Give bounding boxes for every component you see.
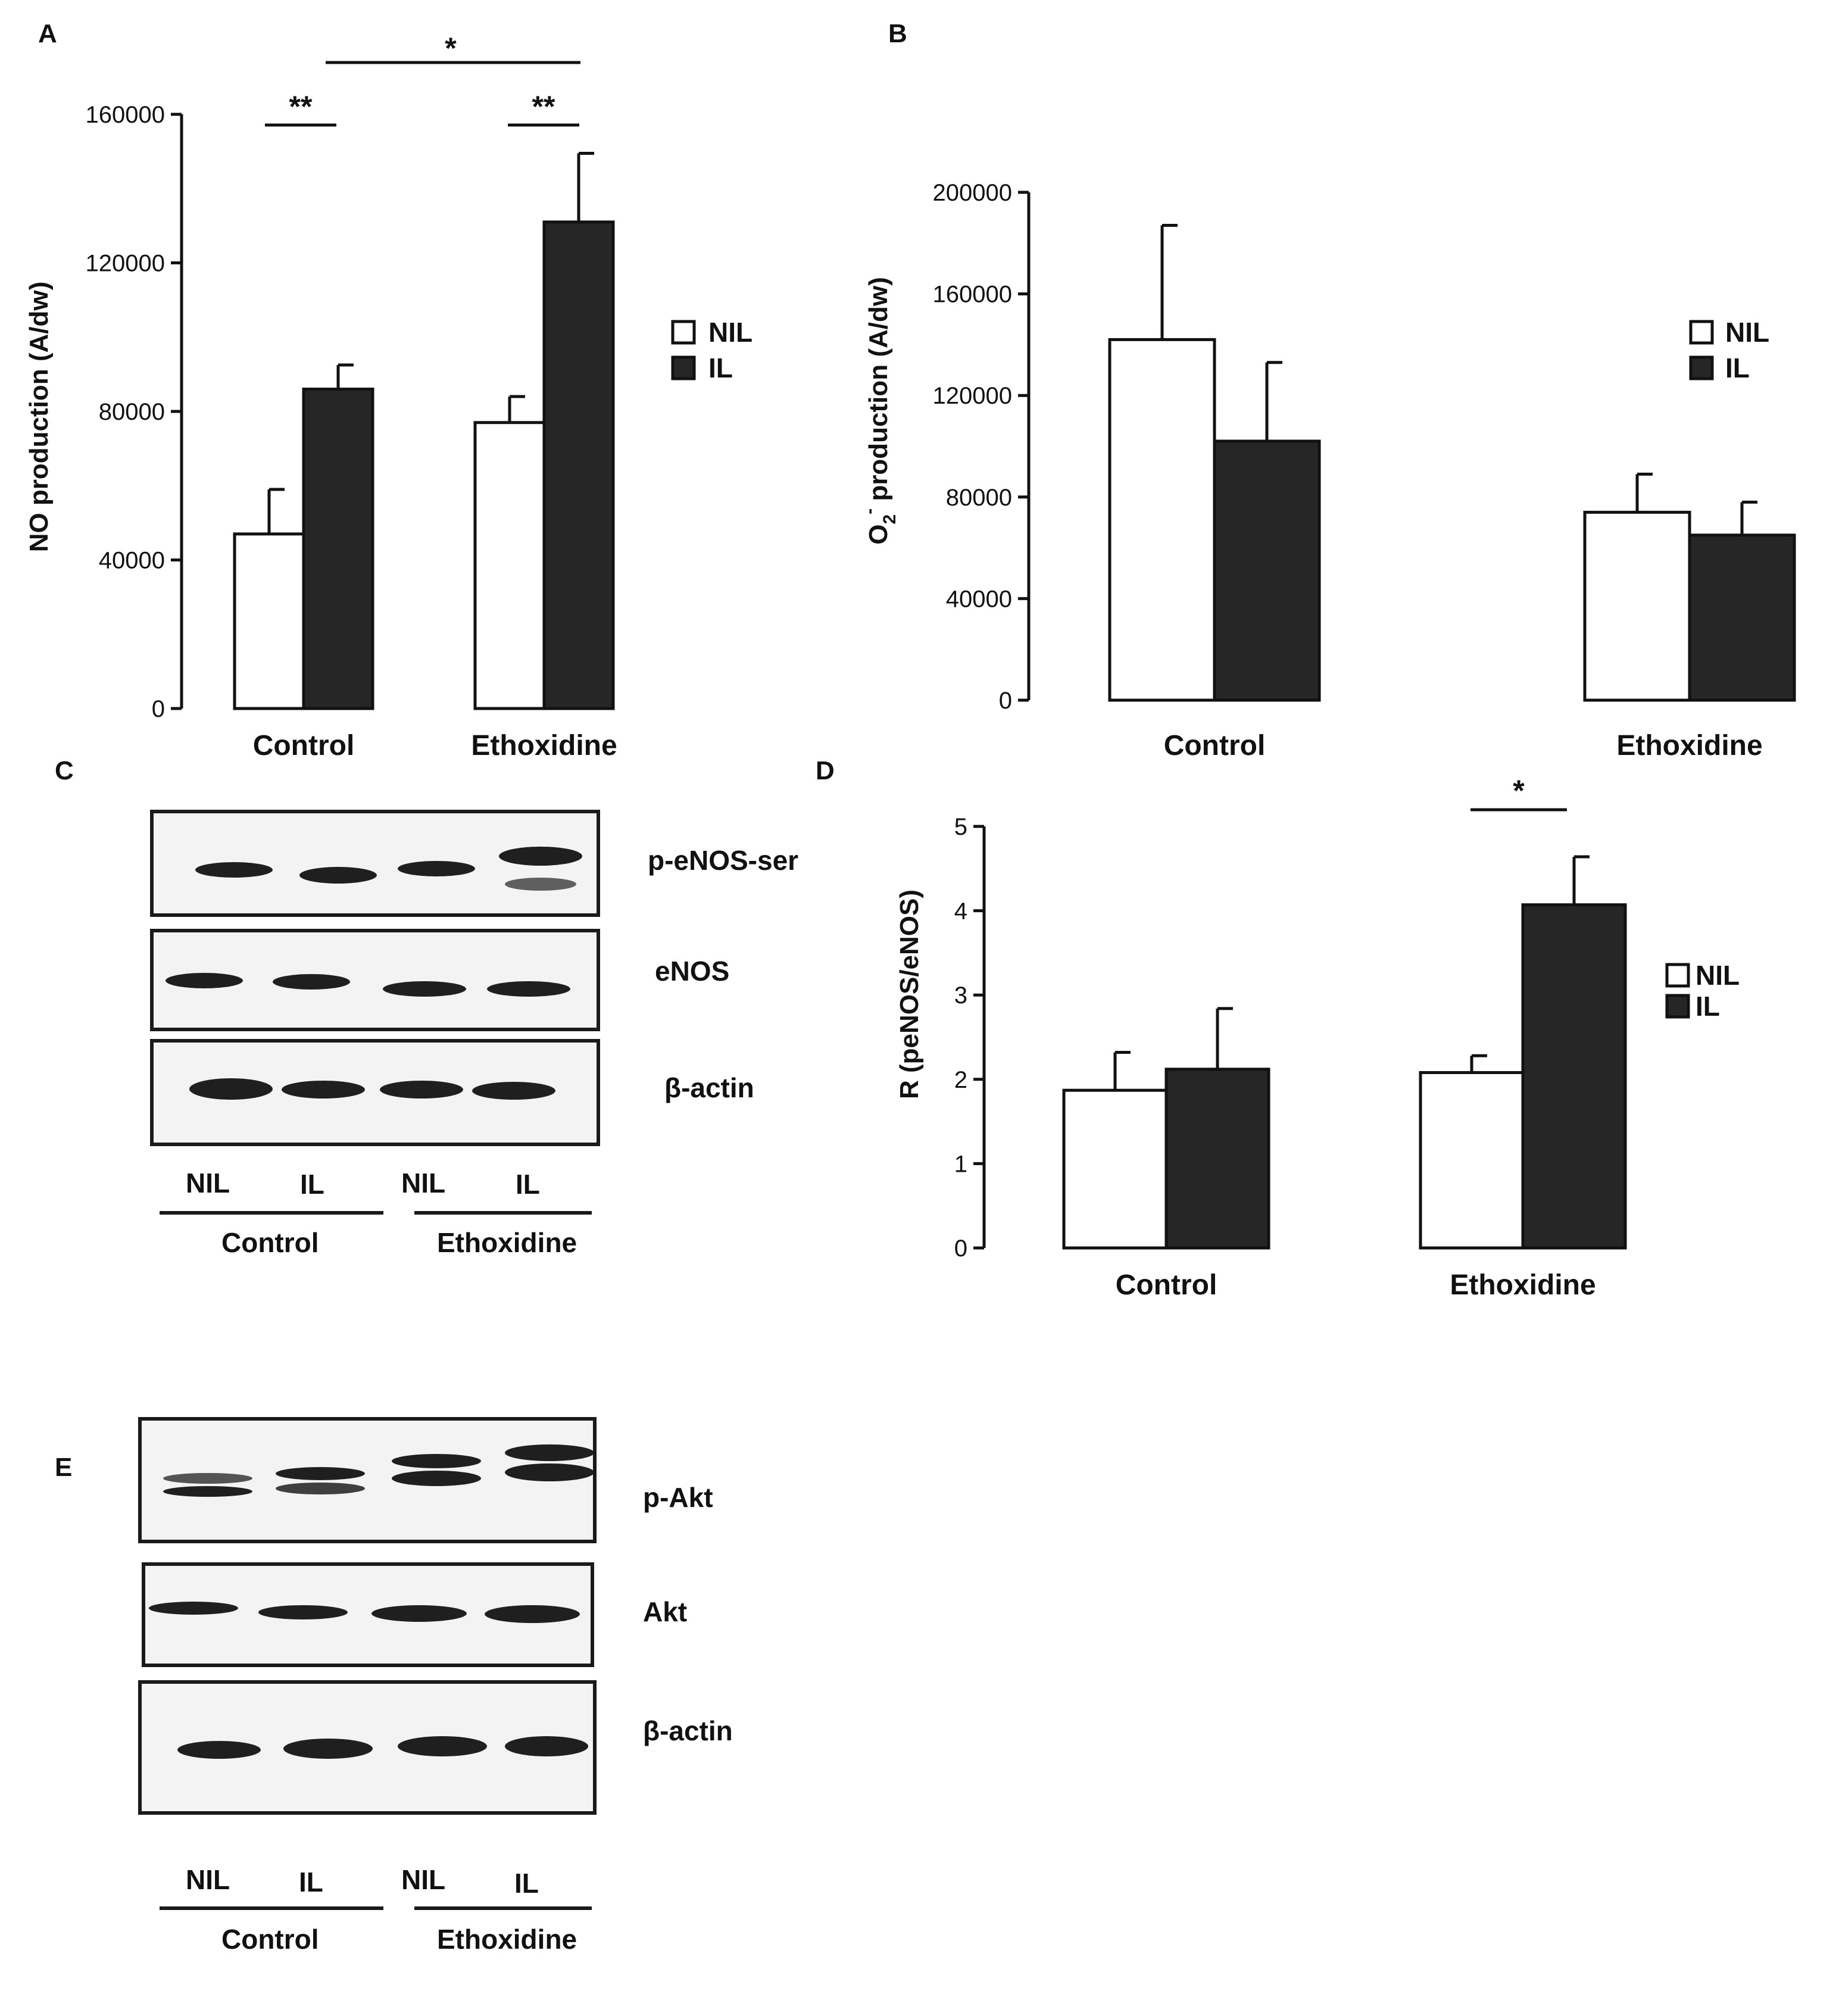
group-line-e-ethoxidine bbox=[414, 1906, 592, 1910]
y-tick-label: 80000 bbox=[99, 399, 165, 425]
bar-nil-ethoxidine bbox=[1419, 1071, 1525, 1250]
significance-a: ** ** * bbox=[265, 32, 580, 127]
group-e-control: Control bbox=[221, 1924, 319, 1955]
blot-c-label-peNOS: p-eNOS-ser bbox=[648, 845, 799, 876]
y-tick-label: 120000 bbox=[86, 251, 165, 277]
legend-d-nil-label: NIL bbox=[1696, 960, 1740, 991]
y-tick-label: 2 bbox=[954, 1067, 967, 1093]
y-tick-label: 0 bbox=[954, 1235, 967, 1262]
group-line-e-control bbox=[160, 1906, 383, 1910]
panel-letter-a: A bbox=[38, 19, 57, 48]
legend-a-il-label: IL bbox=[708, 352, 733, 383]
bar-il-ethoxidine bbox=[1521, 903, 1627, 1250]
blot-e-label-actin: β-actin bbox=[643, 1715, 733, 1746]
chart-a-no-production: 0 40000 80000 120000 160000 Control Ethoxidine… bbox=[24, 32, 753, 762]
y-tick-label: 40000 bbox=[99, 548, 165, 574]
group-c-ethoxidine: Ethoxidine bbox=[437, 1227, 577, 1258]
bar-nil-ethoxidine bbox=[1583, 510, 1691, 702]
y-tick-label: 40000 bbox=[946, 586, 1012, 612]
panel-letter-c: C bbox=[55, 756, 74, 785]
legend-a-nil-label: NIL bbox=[708, 317, 753, 348]
category-label-control: Control bbox=[253, 730, 355, 762]
sig-label-ethoxidine: ** bbox=[532, 90, 555, 123]
y-tick-label: 5 bbox=[954, 814, 967, 840]
bar-nil-ethoxidine bbox=[473, 421, 546, 710]
group-line-c-ethoxidine bbox=[414, 1211, 592, 1215]
legend-a: NIL IL bbox=[671, 317, 753, 383]
significance-d: * bbox=[1470, 774, 1567, 812]
y-tick-label: 4 bbox=[954, 898, 967, 925]
chart-d-peNOS-ratio: 0 1 2 3 4 5 Control Ethoxidine * R (peNOS/eNOS)… bbox=[895, 774, 1740, 1301]
chart-b-superoxide-production: 0 40000 80000 120000 160000 200000 Control Etho… bbox=[860, 180, 1796, 762]
bar-il-control bbox=[1164, 1068, 1270, 1250]
y-tick-label: 160000 bbox=[86, 102, 165, 128]
legend-b-il-swatch bbox=[1689, 355, 1714, 380]
blot-c-label-actin: β-actin bbox=[664, 1072, 754, 1103]
y-tick-label: 160000 bbox=[933, 282, 1012, 308]
blot-c-eNOS bbox=[150, 929, 600, 1031]
category-label-ethoxidine: Ethoxidine bbox=[1616, 730, 1762, 762]
sig-label-d: * bbox=[1513, 774, 1525, 807]
category-label-ethoxidine: Ethoxidine bbox=[471, 730, 617, 762]
panel-letter-b: B bbox=[888, 19, 907, 48]
blot-e-beta-actin bbox=[138, 1680, 597, 1815]
legend-d-il-swatch bbox=[1665, 994, 1690, 1019]
group-e-ethoxidine: Ethoxidine bbox=[437, 1924, 577, 1955]
category-label-ethoxidine: Ethoxidine bbox=[1450, 1269, 1596, 1301]
panel-letter-e: E bbox=[55, 1453, 73, 1482]
lane-c-2: IL bbox=[300, 1169, 324, 1200]
legend-b-nil-label: NIL bbox=[1725, 317, 1769, 348]
panel-letter-d: D bbox=[816, 756, 835, 785]
y-tick-label: 3 bbox=[954, 982, 967, 1009]
category-label-control: Control bbox=[1116, 1269, 1217, 1301]
lane-e-2: IL bbox=[299, 1867, 323, 1898]
y-tick-label: 80000 bbox=[946, 485, 1012, 511]
lane-c-4: IL bbox=[516, 1169, 540, 1200]
legend-b-nil-swatch bbox=[1689, 320, 1714, 345]
y-axis-title-d: R (peNOS/eNOS) bbox=[895, 890, 924, 1099]
sig-label-control: ** bbox=[289, 90, 313, 123]
blot-c-peNOS bbox=[150, 810, 600, 917]
y-tick-label: 0 bbox=[999, 688, 1012, 714]
y-axis-title-b: O2- production (A/dw) bbox=[860, 277, 900, 545]
y-axis-title-a: NO production (A/dw) bbox=[24, 282, 54, 553]
legend-d: NIL IL bbox=[1665, 960, 1740, 1022]
blot-e-Akt bbox=[142, 1562, 594, 1667]
bar-il-control bbox=[302, 388, 374, 710]
category-label-control: Control bbox=[1164, 730, 1266, 762]
bar-il-ethoxidine bbox=[542, 220, 615, 710]
bar-nil-control bbox=[1108, 338, 1216, 702]
lane-c-3: NIL bbox=[401, 1168, 446, 1199]
legend-d-nil-swatch bbox=[1665, 963, 1690, 988]
y-tick-label: 120000 bbox=[933, 383, 1012, 409]
legend-b: NIL IL bbox=[1689, 317, 1769, 383]
lane-e-4: IL bbox=[514, 1868, 539, 1899]
y-tick-label: 0 bbox=[152, 696, 165, 722]
lane-c-1: NIL bbox=[186, 1168, 230, 1199]
blot-e-pAkt bbox=[138, 1417, 597, 1543]
legend-d-il-label: IL bbox=[1696, 991, 1720, 1022]
group-c-control: Control bbox=[221, 1227, 319, 1258]
blot-e-label-Akt: Akt bbox=[643, 1596, 688, 1627]
legend-a-il-swatch bbox=[671, 355, 696, 380]
legend-a-nil-swatch bbox=[671, 320, 696, 345]
lane-e-1: NIL bbox=[186, 1864, 230, 1895]
sig-label-il: * bbox=[445, 32, 457, 65]
group-line-c-control bbox=[160, 1211, 383, 1215]
bar-nil-control bbox=[1062, 1088, 1168, 1250]
lane-e-3: NIL bbox=[401, 1864, 446, 1895]
legend-b-il-label: IL bbox=[1725, 352, 1750, 383]
y-tick-label: 200000 bbox=[933, 180, 1012, 206]
bar-il-control bbox=[1213, 439, 1321, 702]
bar-il-ethoxidine bbox=[1688, 533, 1796, 702]
blot-c-beta-actin bbox=[150, 1039, 600, 1146]
blot-c-label-eNOS: eNOS bbox=[655, 956, 730, 987]
bar-nil-control bbox=[233, 532, 305, 710]
blot-e-label-pAkt: p-Akt bbox=[643, 1482, 713, 1513]
y-tick-label: 1 bbox=[954, 1151, 967, 1177]
